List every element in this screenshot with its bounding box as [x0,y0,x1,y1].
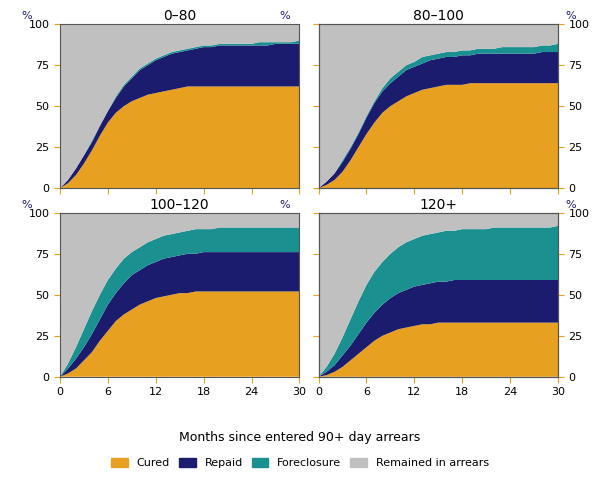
Text: %: % [280,200,290,210]
Text: %: % [280,12,290,21]
Text: %: % [21,200,32,210]
Legend: Cured, Repaid, Foreclosure, Remained in arrears: Cured, Repaid, Foreclosure, Remained in … [107,454,493,472]
Title: 120+: 120+ [419,198,457,212]
Title: 100–120: 100–120 [150,198,209,212]
Text: %: % [565,200,575,210]
Title: 0–80: 0–80 [163,9,196,23]
Text: %: % [565,12,575,21]
Text: Months since entered 90+ day arrears: Months since entered 90+ day arrears [179,431,421,443]
Title: 80–100: 80–100 [413,9,464,23]
Text: %: % [21,12,32,21]
